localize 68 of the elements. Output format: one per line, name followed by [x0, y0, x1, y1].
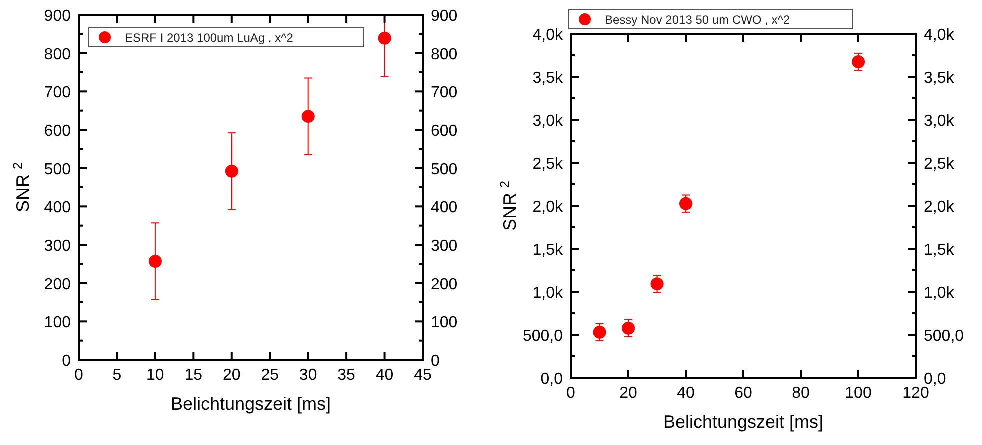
y2-tick-label: 3,5k	[924, 70, 956, 87]
x-tick-label: 30	[299, 367, 318, 384]
y-tick-label: 600	[44, 123, 72, 140]
y2-tick-label: 3,0k	[924, 113, 956, 130]
x-tick-label: 10	[146, 367, 164, 384]
point	[680, 197, 692, 210]
y2-tick-label: 800	[431, 46, 458, 64]
y-tick-label: 900	[44, 8, 72, 25]
y-tick-label: 500,0	[522, 328, 564, 345]
y2-tick-label: 0,0	[924, 371, 946, 388]
y-tick-label: 2,0k	[532, 199, 564, 216]
x-tick-label: 60	[734, 385, 752, 402]
x-tick-label: 15	[184, 367, 203, 384]
point	[302, 110, 315, 124]
x-tick-label: 120	[902, 385, 930, 402]
point	[593, 326, 606, 339]
point	[622, 322, 635, 335]
x-tick-label: 25	[261, 367, 280, 384]
y2-tick-label: 0	[431, 353, 440, 370]
y2-tick-label: 2,0k	[924, 199, 956, 216]
y2-tick-label: 600	[431, 123, 458, 140]
x-tick-label: 80	[792, 385, 810, 402]
x-tick-label: 40	[376, 367, 394, 384]
x-axis-title: Belichtungszeit [ms]	[170, 394, 332, 414]
y-tick-label: 3,5k	[532, 70, 564, 87]
y-tick-label: 400	[44, 200, 72, 217]
y-tick-label: 3,0k	[532, 113, 564, 130]
x-tick-label: 20	[222, 367, 241, 384]
y-tick-label: 1,0k	[532, 285, 564, 302]
x-tick-label: 35	[338, 367, 356, 384]
y-tick-label: 800	[44, 46, 72, 64]
y2-tick-label: 2,5k	[924, 156, 956, 173]
y-tick-label: 300	[44, 238, 72, 255]
y2-tick-label: 500	[431, 161, 458, 178]
x-tick-label: 45	[414, 367, 432, 384]
y2-tick-label: 1,0k	[924, 285, 956, 302]
y2-tick-label: 900	[431, 8, 458, 25]
y-tick-label: 2,5k	[532, 156, 564, 173]
y2-tick-label: 1,5k	[924, 242, 956, 259]
y-tick-label: 500	[44, 161, 72, 178]
x-tick-label: 0	[74, 367, 84, 384]
x-tick-label: 5	[112, 367, 122, 384]
point	[852, 56, 865, 69]
x-axis-title: Belichtungszeit [ms]	[663, 412, 824, 432]
y-tick-label: 100	[44, 314, 72, 332]
y2-tick-label: 4,0k	[924, 27, 956, 44]
point	[225, 164, 238, 178]
y-tick-label: 700	[44, 84, 72, 102]
y2-tick-label: 100	[431, 314, 458, 332]
point	[378, 32, 392, 45]
point	[148, 254, 162, 268]
legend-label: ESRF I 2013 100um LuAg , x^2	[125, 31, 294, 45]
y-tick-label: 0	[62, 353, 72, 370]
x-tick-label: 40	[677, 385, 695, 402]
y2-tick-label: 200	[431, 276, 458, 294]
y-tick-label: 1,5k	[532, 242, 564, 259]
y2-tick-label: 400	[431, 200, 458, 217]
y-tick-label: 0,0	[540, 371, 564, 388]
y2-tick-label: 500,0	[924, 328, 964, 345]
y-tick-label: 4,0k	[532, 27, 564, 44]
y2-tick-label: 700	[431, 84, 458, 102]
point	[650, 278, 664, 291]
x-tick-label: 0	[566, 385, 576, 402]
x-tick-label: 20	[620, 385, 638, 402]
y-tick-label: 200	[44, 276, 72, 294]
legend-label: Bessy Nov 2013 50 um CWO , x^2	[605, 13, 790, 27]
y2-tick-label: 300	[431, 238, 458, 255]
x-tick-label: 100	[845, 385, 872, 402]
